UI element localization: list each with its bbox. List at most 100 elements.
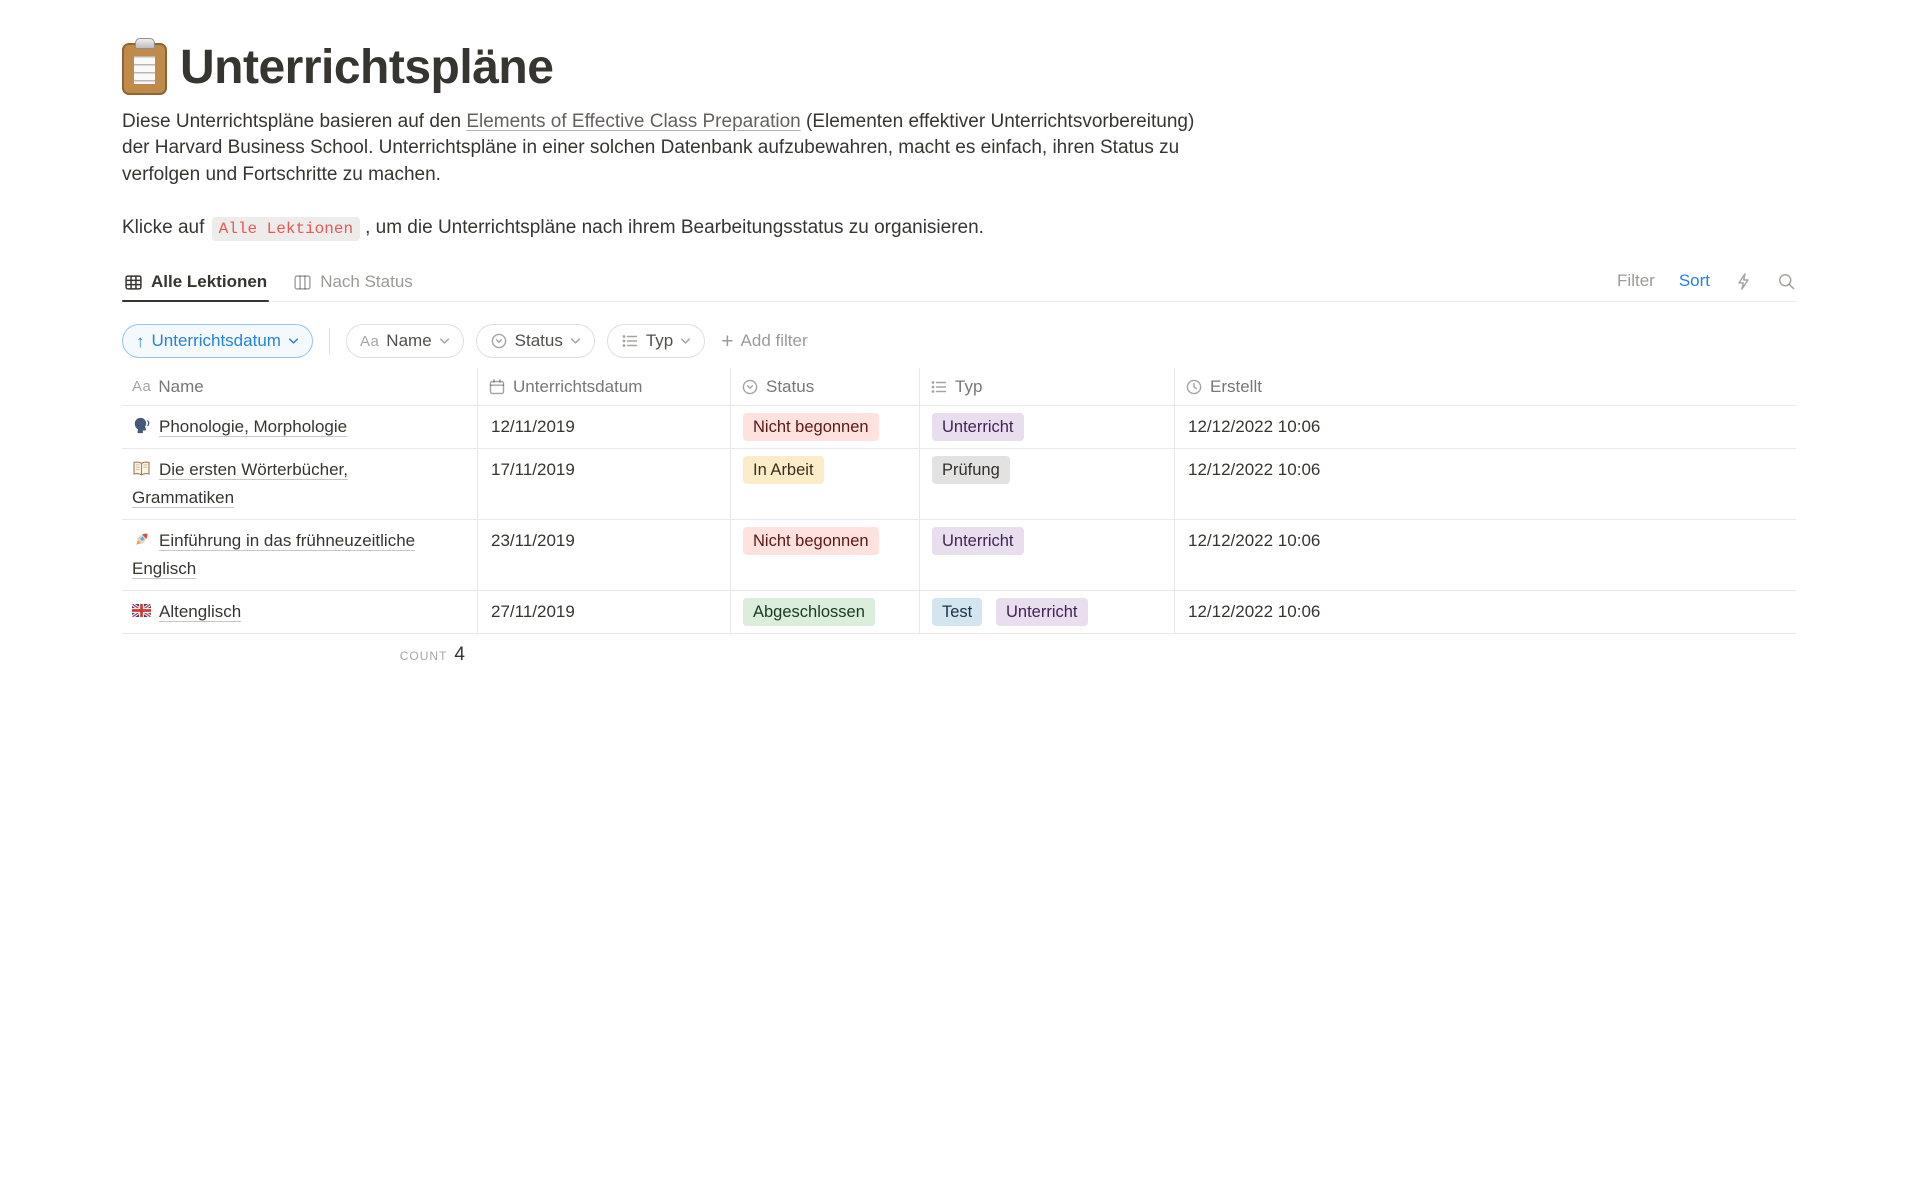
- column-header-name[interactable]: Aa Name: [122, 368, 478, 407]
- status-cell[interactable]: In Arbeit: [731, 449, 920, 521]
- count-calculation[interactable]: COUNT 4: [122, 634, 478, 666]
- page-link[interactable]: Altenglisch: [159, 602, 242, 622]
- name-cell[interactable]: Die ersten Wörterbücher, Grammatiken: [122, 449, 478, 521]
- column-header-erstellt[interactable]: Erstellt: [1175, 368, 1796, 407]
- hint-text-before: Klicke auf: [122, 217, 210, 239]
- column-label: Typ: [955, 376, 983, 396]
- filter-chip-status[interactable]: Status: [475, 324, 595, 359]
- count-value: 4: [454, 644, 465, 666]
- chevron-down-icon: [439, 338, 449, 344]
- status-cell[interactable]: Nicht begonnen: [731, 520, 920, 592]
- add-filter-label: Add filter: [740, 331, 808, 351]
- status-cell[interactable]: Nicht begonnen: [731, 406, 920, 450]
- typ-badge: Unterricht: [996, 598, 1088, 627]
- speaking-head-emoji: [132, 416, 152, 435]
- description-text-after: (Elementen effektiver Unterrichtsvorbere…: [122, 110, 1195, 185]
- tab-label: Nach Status: [320, 272, 413, 292]
- list-icon: [931, 380, 947, 393]
- page-description: Diese Unterrichtspläne basieren auf den …: [122, 109, 1222, 189]
- class-preparation-link[interactable]: Elements of Effective Class Preparation: [466, 110, 801, 132]
- calendar-icon: [489, 378, 505, 394]
- created-cell[interactable]: 12/12/2022 10:06: [1175, 406, 1796, 450]
- typ-cell[interactable]: Unterricht: [920, 520, 1175, 592]
- table-row: Die ersten Wörterbücher, Grammatiken 17/…: [122, 449, 1796, 521]
- table-row: Einführung in das frühneuzeitliche Engli…: [122, 520, 1796, 592]
- text-icon: Aa: [132, 378, 152, 396]
- sort-chip-unterrichtsdatum[interactable]: ↑ Unterrichtsdatum: [122, 324, 313, 359]
- table-row: Phonologie, Morphologie 12/11/2019 Nicht…: [122, 406, 1796, 450]
- status-badge: Nicht begonnen: [743, 413, 879, 442]
- table-row: Altenglisch 27/11/2019 Abgeschlossen Tes…: [122, 591, 1796, 635]
- name-cell[interactable]: Einführung in das frühneuzeitliche Engli…: [122, 520, 478, 592]
- select-icon: [490, 332, 508, 350]
- status-badge: In Arbeit: [743, 456, 824, 485]
- status-badge: Abgeschlossen: [743, 598, 875, 627]
- clock-icon: [1186, 379, 1202, 395]
- lightning-icon[interactable]: [1734, 272, 1753, 291]
- board-view-icon: [293, 273, 312, 292]
- typ-badge: Unterricht: [932, 527, 1024, 556]
- description-text-before: Diese Unterrichtspläne basieren auf den: [122, 110, 467, 132]
- select-icon: [742, 379, 758, 395]
- date-cell[interactable]: 12/11/2019: [478, 406, 731, 450]
- sort-button[interactable]: Sort: [1678, 271, 1710, 291]
- clipboard-paper: [129, 52, 160, 88]
- text-icon: Aa: [359, 332, 380, 350]
- add-filter-button[interactable]: + Add filter: [721, 331, 807, 352]
- column-label: Unterrichtsdatum: [513, 376, 643, 396]
- search-icon[interactable]: [1777, 272, 1796, 291]
- status-cell[interactable]: Abgeschlossen: [731, 591, 920, 635]
- lessons-table: Aa Name Unterrichtsdatum Status Typ Erst…: [122, 368, 1796, 666]
- uk-flag-emoji: [132, 601, 152, 620]
- typ-badge: Unterricht: [932, 413, 1024, 442]
- filter-chip-label: Status: [514, 331, 563, 351]
- tab-nach-status[interactable]: Nach Status: [291, 266, 415, 301]
- typ-cell[interactable]: Test Unterricht: [920, 591, 1175, 635]
- date-cell[interactable]: 27/11/2019: [478, 591, 731, 635]
- status-badge: Nicht begonnen: [743, 527, 879, 556]
- created-cell[interactable]: 12/12/2022 10:06: [1175, 591, 1796, 635]
- count-label: COUNT: [399, 649, 448, 664]
- column-header-unterrichtsdatum[interactable]: Unterrichtsdatum: [478, 368, 731, 407]
- table-header-row: Aa Name Unterrichtsdatum Status Typ Erst…: [122, 368, 1796, 407]
- column-label: Erstellt: [1210, 376, 1262, 396]
- clipboard-clip: [134, 37, 155, 49]
- clipboard-page-icon[interactable]: [122, 37, 167, 95]
- tab-label: Alle Lektionen: [151, 272, 268, 292]
- created-cell[interactable]: 12/12/2022 10:06: [1175, 520, 1796, 592]
- chevron-down-icon: [570, 338, 580, 344]
- table-view-icon: [124, 273, 143, 292]
- page-hint: Klicke auf Alle Lektionen, um die Unterr…: [122, 215, 1920, 242]
- typ-cell[interactable]: Unterricht: [920, 406, 1175, 450]
- filter-chip-typ[interactable]: Typ: [606, 324, 706, 359]
- filter-chip-label: Typ: [645, 331, 674, 351]
- open-book-emoji: [132, 459, 152, 478]
- toolbar-actions: Filter Sort: [1617, 271, 1796, 301]
- created-cell[interactable]: 12/12/2022 10:06: [1175, 449, 1796, 521]
- chevron-down-icon: [288, 338, 299, 344]
- alle-lektionen-code: Alle Lektionen: [211, 217, 361, 242]
- name-cell[interactable]: Altenglisch: [122, 591, 478, 635]
- filter-chip-label: Name: [386, 331, 432, 351]
- chevron-down-icon: [681, 338, 691, 344]
- date-cell[interactable]: 23/11/2019: [478, 520, 731, 592]
- filter-button[interactable]: Filter: [1617, 271, 1655, 291]
- filter-bar: ↑ Unterrichtsdatum Aa Name Status Typ +: [122, 324, 1920, 359]
- typ-badge: Test: [932, 598, 983, 627]
- table-footer: COUNT 4: [122, 634, 1796, 666]
- tab-alle-lektionen[interactable]: Alle Lektionen: [122, 266, 270, 303]
- column-label: Status: [766, 376, 815, 396]
- date-cell[interactable]: 17/11/2019: [478, 449, 731, 521]
- page-link[interactable]: Einführung in das frühneuzeitliche Engli…: [132, 531, 416, 579]
- filter-chip-name[interactable]: Aa Name: [345, 324, 464, 359]
- page-link[interactable]: Die ersten Wörterbücher, Grammatiken: [132, 460, 348, 508]
- column-label: Name: [158, 376, 204, 396]
- column-header-typ[interactable]: Typ: [920, 368, 1175, 407]
- name-cell[interactable]: Phonologie, Morphologie: [122, 406, 478, 450]
- column-header-status[interactable]: Status: [731, 368, 920, 407]
- view-tabs: Alle Lektionen Nach Status: [122, 266, 415, 303]
- view-toolbar: Alle Lektionen Nach Status Filter Sort: [122, 266, 1796, 303]
- typ-cell[interactable]: Prüfung: [920, 449, 1175, 521]
- page-link[interactable]: Phonologie, Morphologie: [159, 417, 348, 437]
- page-header: Unterrichtspläne: [122, 37, 1920, 95]
